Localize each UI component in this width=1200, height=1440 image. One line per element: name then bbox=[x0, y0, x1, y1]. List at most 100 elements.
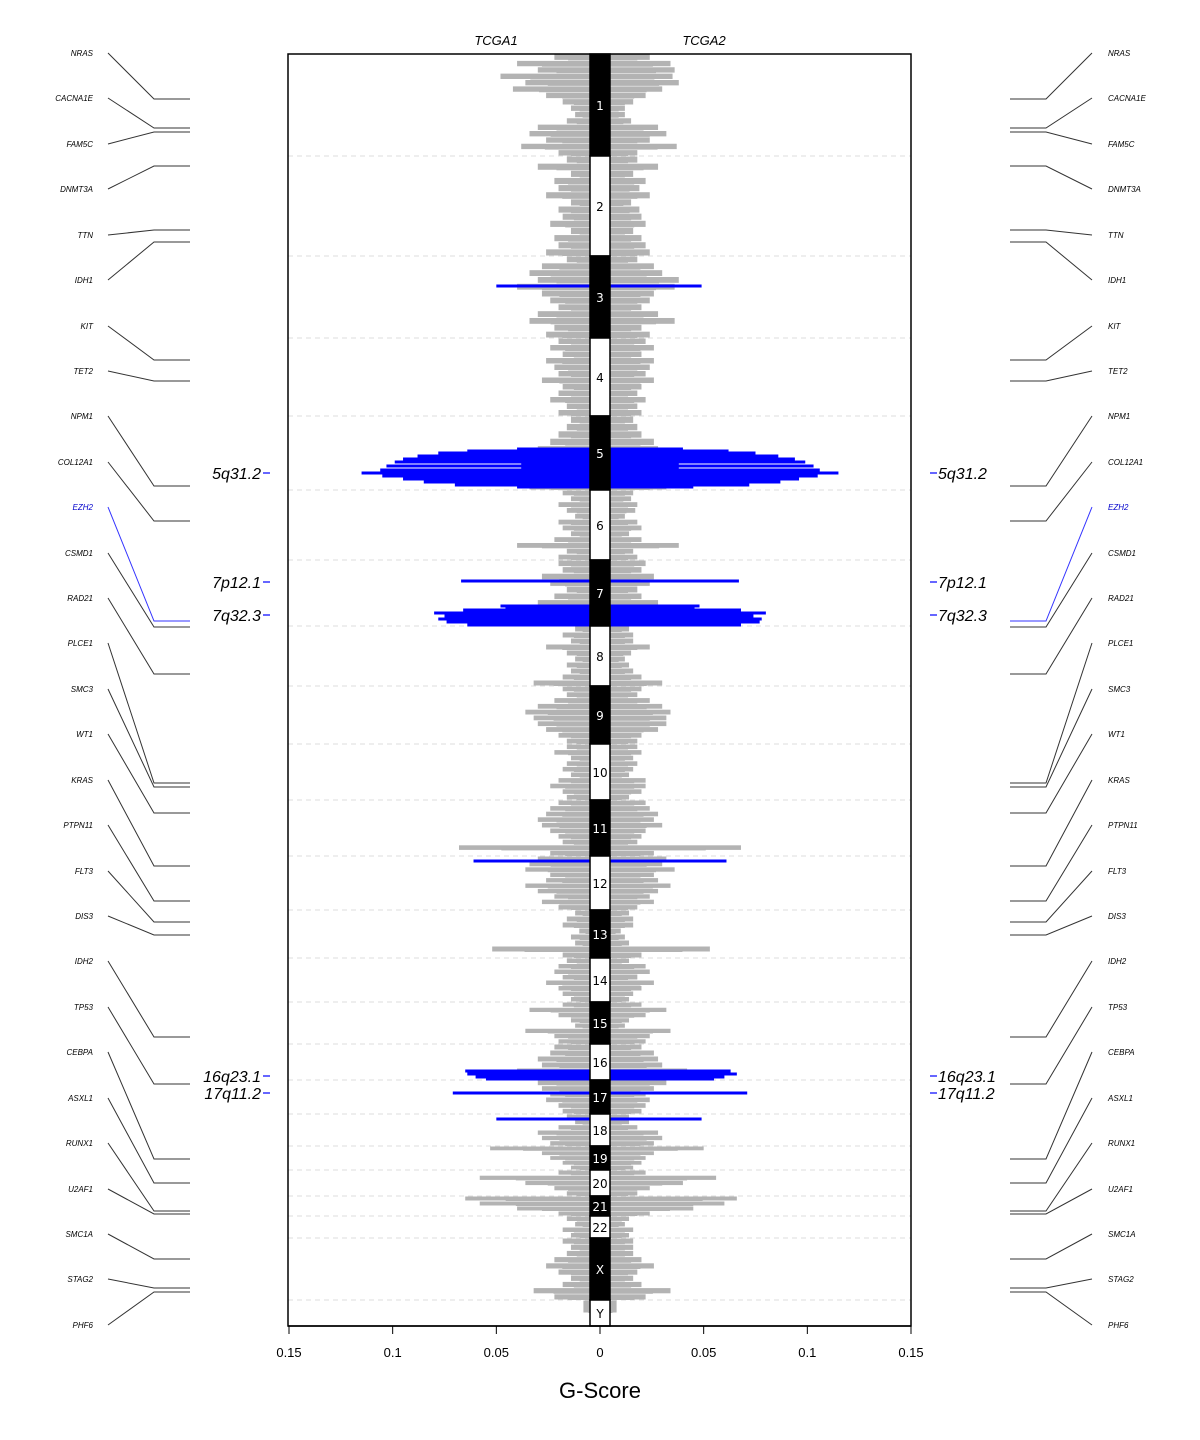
gene-connector-right bbox=[1010, 165, 1093, 190]
peak-bar-tcga1 bbox=[438, 451, 600, 455]
gscore-bar-tcga1 bbox=[568, 367, 600, 371]
gscore-bar-tcga1 bbox=[568, 1188, 600, 1191]
gene-label-right: WT1 bbox=[1108, 730, 1125, 739]
gscore-bar-tcga2 bbox=[600, 641, 625, 644]
gscore-bar-tcga1 bbox=[547, 869, 600, 873]
gscore-bar-tcga1 bbox=[546, 1097, 600, 1103]
gene-annotations-left: NRAS CACNA1E FAM5C DNMT3A TTN IDH1 KIT TET2 NPM1… bbox=[55, 49, 190, 1330]
gscore-bar-tcga1 bbox=[573, 101, 600, 105]
gscore-bar-tcga1 bbox=[576, 551, 600, 555]
series-header-tcga1: TCGA1 bbox=[474, 33, 517, 48]
gscore-bar-tcga2 bbox=[600, 360, 641, 364]
gscore-bar-tcga2 bbox=[600, 69, 656, 74]
gscore-bar-tcga1 bbox=[576, 694, 600, 698]
gscore-bar-tcga1 bbox=[576, 159, 600, 164]
peak-bar-tcga2 bbox=[600, 460, 806, 464]
gscore-bar-tcga2 bbox=[600, 752, 632, 756]
peak-bar-tcga2 bbox=[600, 579, 739, 583]
gene-connector-right bbox=[1010, 325, 1093, 361]
gscore-bar-tcga1 bbox=[556, 706, 600, 710]
gscore-bar-tcga2 bbox=[600, 498, 624, 502]
gscore-bar-tcga2 bbox=[600, 311, 659, 317]
peak-bar-tcga1 bbox=[380, 468, 600, 472]
gscore-bar-tcga2 bbox=[600, 665, 622, 668]
cytoband-label-right: 7q32.3 bbox=[938, 608, 987, 625]
gscore-bar-tcga1 bbox=[559, 1065, 600, 1068]
gscore-bar-tcga1 bbox=[558, 242, 600, 249]
gscore-bar-tcga1 bbox=[559, 380, 600, 384]
gscore-bar-tcga1 bbox=[568, 1296, 600, 1300]
gene-connector-left bbox=[107, 229, 190, 236]
gscore-bar-tcga2 bbox=[600, 1172, 635, 1176]
peak-core-tcga1 bbox=[505, 606, 600, 625]
gscore-bar-tcga2 bbox=[600, 576, 641, 580]
gscore-bar-tcga2 bbox=[600, 1111, 632, 1114]
gscore-bar-tcga1 bbox=[570, 1172, 600, 1176]
gene-label-left: PHF6 bbox=[73, 1321, 94, 1330]
gene-connector-left bbox=[107, 870, 190, 923]
gscore-bar-tcga1 bbox=[570, 209, 600, 214]
gscore-bar-tcga1 bbox=[573, 769, 600, 772]
gene-label-left: DNMT3A bbox=[60, 185, 93, 194]
gscore-bar-tcga1 bbox=[570, 152, 600, 156]
peak-core-tcga1 bbox=[491, 1071, 600, 1079]
gene-connector-right bbox=[1010, 370, 1093, 382]
gscore-bar-tcga2 bbox=[600, 808, 638, 812]
gscore-bar-tcga1 bbox=[570, 307, 600, 311]
peak-bar-tcga1 bbox=[496, 1117, 600, 1121]
chromosome-label: X bbox=[596, 1263, 604, 1277]
gscore-bar-tcga2 bbox=[600, 320, 656, 325]
gscore-bar-tcga2 bbox=[600, 423, 638, 431]
gscore-bar-tcga2 bbox=[600, 717, 650, 721]
peak-bar-tcga1 bbox=[461, 579, 600, 583]
gscore-bar-tcga2 bbox=[600, 386, 632, 390]
gscore-bar-tcga1 bbox=[553, 717, 600, 721]
gscore-bar-tcga1 bbox=[565, 830, 600, 834]
gscore-bar-tcga2 bbox=[600, 341, 635, 345]
peak-core-tcga2 bbox=[600, 606, 695, 625]
gscore-bar-tcga2 bbox=[600, 1030, 653, 1034]
gscore-bar-tcga2 bbox=[600, 977, 628, 980]
gscore-bar-tcga2 bbox=[600, 1122, 622, 1125]
gscore-bar-tcga1 bbox=[570, 373, 600, 377]
gscore-bar-tcga2 bbox=[600, 1127, 628, 1130]
gene-label-right: SMC3 bbox=[1108, 685, 1131, 694]
gene-label-right: RAD21 bbox=[1108, 594, 1134, 603]
gscore-bar-tcga2 bbox=[600, 1218, 622, 1222]
gscore-bar-tcga2 bbox=[600, 583, 638, 587]
gene-label-left: EZH2 bbox=[73, 503, 94, 512]
gene-label-left: IDH1 bbox=[75, 276, 93, 285]
gscore-bar-tcga2 bbox=[600, 982, 641, 986]
gscore-bar-tcga1 bbox=[565, 1053, 600, 1056]
peak-bar-tcga2 bbox=[600, 1117, 702, 1121]
gscore-bar-tcga1 bbox=[570, 802, 600, 806]
chromosome-label: 9 bbox=[596, 709, 604, 723]
gscore-bar-tcga2 bbox=[600, 1241, 625, 1245]
gscore-bar-tcga1 bbox=[546, 192, 600, 199]
chromosome-label: Y bbox=[595, 1307, 604, 1321]
gscore-bar-tcga2 bbox=[600, 419, 625, 424]
gscore-bar-tcga1 bbox=[550, 1141, 600, 1146]
peak-bar-tcga1 bbox=[403, 457, 600, 461]
gscore-bar-tcga1 bbox=[568, 57, 600, 61]
gene-label-left: WT1 bbox=[76, 730, 93, 739]
gscore-bar-tcga1 bbox=[576, 406, 600, 410]
gscore-bar-tcga2 bbox=[600, 647, 638, 650]
gene-connector-right bbox=[1010, 506, 1093, 622]
gscore-bar-tcga1 bbox=[562, 95, 600, 99]
gscore-bar-tcga2 bbox=[600, 1158, 635, 1161]
gscore-bar-tcga1 bbox=[550, 864, 600, 867]
gene-connector-left bbox=[107, 1142, 190, 1212]
gscore-bar-tcga1 bbox=[556, 723, 600, 727]
gscore-bar-tcga2 bbox=[600, 152, 628, 156]
x-axis-tick-label: 0.05 bbox=[484, 1345, 509, 1360]
gscore-bar-tcga1 bbox=[570, 1272, 600, 1276]
gscore-bar-tcga2 bbox=[600, 1099, 638, 1103]
gscore-bar-tcga2 bbox=[600, 1059, 644, 1062]
gscore-bar-tcga1 bbox=[537, 721, 600, 727]
gscore-bar-tcga1 bbox=[565, 583, 600, 587]
gscore-bar-tcga1 bbox=[568, 896, 600, 900]
gscore-bar-tcga1 bbox=[562, 880, 600, 883]
gscore-bar-tcga2 bbox=[600, 1167, 625, 1170]
gscore-bar-tcga1 bbox=[570, 988, 600, 991]
